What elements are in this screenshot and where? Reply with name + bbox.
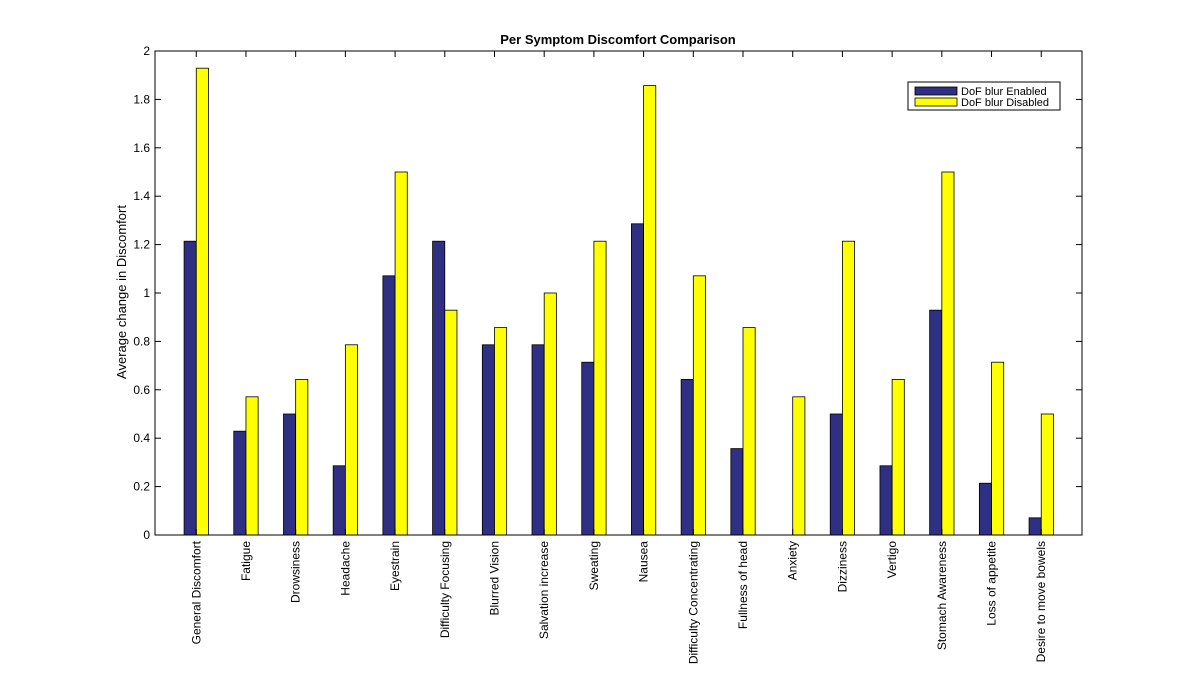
bar-disabled-8	[593, 240, 607, 536]
bar-disabled-14	[891, 378, 905, 536]
bar-disabled-13	[842, 240, 855, 536]
bar-disabled-12	[792, 396, 806, 536]
y-axis-label: Average change in Discomfort	[114, 205, 129, 379]
x-tick-label-7: Salvation increase	[537, 541, 551, 639]
bar-disabled-9	[643, 85, 657, 536]
bar-disabled-15	[941, 171, 955, 536]
y-tick-label-4: 0.8	[133, 334, 150, 348]
bars-group	[183, 67, 1054, 536]
x-tick-label-9: Nausea	[637, 541, 651, 583]
x-tick-label-1: Fatigue	[239, 541, 253, 581]
bar-disabled-2	[295, 378, 309, 536]
bar-enabled-8	[581, 361, 595, 536]
x-tick-label-10: Difficulty Concentrating	[686, 541, 700, 664]
bar-enabled-2	[283, 413, 297, 536]
bar-disabled-16	[991, 361, 1005, 536]
bar-enabled-6	[481, 344, 495, 536]
x-tick-label-8: Sweating	[587, 541, 601, 590]
bar-disabled-10	[692, 275, 706, 536]
bar-disabled-5	[444, 309, 458, 536]
y-tick-label-8: 1.6	[133, 141, 150, 155]
bar-enabled-17	[1028, 517, 1042, 536]
bar-enabled-9	[631, 223, 644, 536]
axis-ticks	[155, 50, 1082, 536]
bar-enabled-15	[929, 309, 943, 536]
x-tick-label-14: Vertigo	[885, 541, 899, 579]
x-tick-labels: General Discomfort Fatigue Drowsiness Heada…	[189, 540, 1048, 664]
bar-enabled-3	[332, 465, 346, 536]
bar-enabled-4	[382, 275, 396, 536]
bar-enabled-5	[432, 240, 446, 536]
bar-disabled-0	[195, 67, 209, 536]
x-tick-label-16: Loss of appetite	[985, 541, 999, 626]
legend-label-0: DoF blur Enabled	[961, 86, 1047, 98]
legend-swatch-0	[914, 86, 958, 96]
legend-label-1: DoF blur Disabled	[961, 97, 1049, 109]
bar-disabled-1	[245, 396, 259, 536]
y-tick-label-10: 2	[143, 44, 150, 58]
x-tick-label-12: Anxiety	[786, 541, 800, 580]
bar-enabled-1	[233, 430, 247, 536]
bar-enabled-7	[531, 344, 545, 536]
bar-disabled-6	[494, 327, 508, 536]
x-tick-label-17: Desire to move bowels	[1034, 541, 1048, 662]
x-tick-label-2: Drowsiness	[289, 541, 303, 603]
y-tick-label-2: 0.4	[133, 431, 150, 445]
x-tick-label-11: Fullness of head	[736, 541, 750, 629]
y-tick-label-6: 1.2	[133, 238, 150, 252]
y-tick-label-7: 1.4	[133, 189, 150, 203]
y-tick-label-5: 1	[143, 286, 150, 300]
x-tick-label-4: Eyestrain	[388, 541, 402, 591]
legend-swatch-1	[914, 97, 958, 107]
chart-title: Per Symptom Discomfort Comparison	[500, 32, 736, 47]
y-tick-label-9: 1.8	[133, 92, 150, 106]
x-tick-label-5: Difficulty Focusing	[438, 541, 452, 638]
x-tick-label-0: General Discomfort	[189, 540, 203, 644]
bar-enabled-11	[730, 448, 744, 536]
y-tick-labels: 0 0.2 0.4 0.6 0.8 1 1.2 1.4 1.6 1.8 2	[133, 44, 150, 542]
y-tick-label-3: 0.6	[133, 383, 150, 397]
bar-enabled-13	[829, 413, 843, 536]
bar-disabled-7	[543, 292, 557, 536]
bar-enabled-10	[680, 378, 694, 536]
bar-disabled-11	[742, 327, 756, 536]
bar-disabled-4	[394, 171, 408, 536]
bar-disabled-3	[344, 344, 358, 536]
bar-disabled-17	[1040, 413, 1054, 536]
bar-enabled-14	[879, 465, 893, 536]
y-tick-label-1: 0.2	[133, 480, 150, 494]
x-tick-label-3: Headache	[338, 541, 352, 596]
y-tick-label-0: 0	[143, 528, 150, 542]
x-tick-label-13: Dizziness	[835, 541, 849, 592]
bar-enabled-0	[183, 240, 197, 536]
x-tick-label-15: Stomach Awareness	[935, 541, 949, 650]
x-tick-label-6: Blurred Vision	[487, 541, 501, 615]
bar-enabled-16	[978, 482, 992, 536]
